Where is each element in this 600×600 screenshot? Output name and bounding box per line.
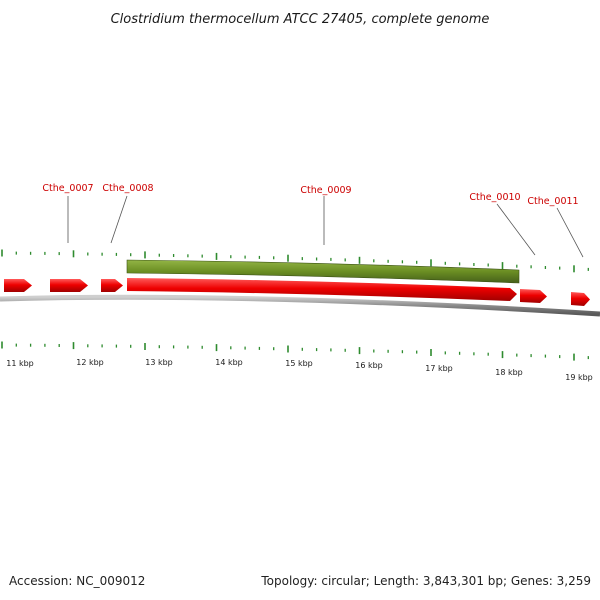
kbp-scale: 11 kbp 12 kbp 13 kbp 14 kbp 15 kbp 16 kb… xyxy=(6,358,593,382)
page-title: Clostridium thermocellum ATCC 27405, com… xyxy=(111,12,490,27)
kbp-label-17: 17 kbp xyxy=(425,364,453,373)
inner-tick-row xyxy=(1,341,589,361)
kbp-label-15: 15 kbp xyxy=(285,359,313,368)
gene-label-cthe-0009[interactable]: Cthe_0009 xyxy=(300,185,351,196)
gene-label-cthe-0008[interactable]: Cthe_0008 xyxy=(102,183,153,194)
genome-summary-text: Topology: circular; Length: 3,843,301 bp… xyxy=(261,574,591,588)
gene-arrow-5[interactable] xyxy=(520,289,547,303)
kbp-label-14: 14 kbp xyxy=(215,358,243,367)
accession-text: Accession: NC_009012 xyxy=(9,574,146,588)
kbp-label-18: 18 kbp xyxy=(495,368,523,377)
leader-line-cthe-0011 xyxy=(556,207,584,258)
gene-label-cthe-0007[interactable]: Cthe_0007 xyxy=(42,183,93,194)
gene-label-cthe-0011[interactable]: Cthe_0011 xyxy=(527,196,578,207)
genome-backbone xyxy=(0,294,600,317)
kbp-label-13: 13 kbp xyxy=(145,358,173,367)
leader-line-cthe-0010 xyxy=(496,203,536,256)
gene-label-cthe-0010[interactable]: Cthe_0010 xyxy=(469,192,520,203)
outer-tick-row xyxy=(1,249,589,273)
leader-line-cthe-0008 xyxy=(110,195,128,244)
kbp-label-19: 19 kbp xyxy=(565,373,593,382)
leader-lines xyxy=(67,195,584,258)
gene-arrow-1[interactable] xyxy=(4,279,32,292)
gene-arrow-6[interactable] xyxy=(571,292,590,306)
highlighted-gene-band[interactable] xyxy=(126,259,520,284)
kbp-label-11: 11 kbp xyxy=(6,359,34,368)
kbp-label-12: 12 kbp xyxy=(76,358,104,367)
gene-arrow-2[interactable] xyxy=(50,279,88,292)
kbp-label-16: 16 kbp xyxy=(355,361,383,370)
gene-arrow-4[interactable] xyxy=(127,278,517,301)
gene-arrows xyxy=(4,278,590,306)
gene-arrow-3[interactable] xyxy=(101,279,123,292)
